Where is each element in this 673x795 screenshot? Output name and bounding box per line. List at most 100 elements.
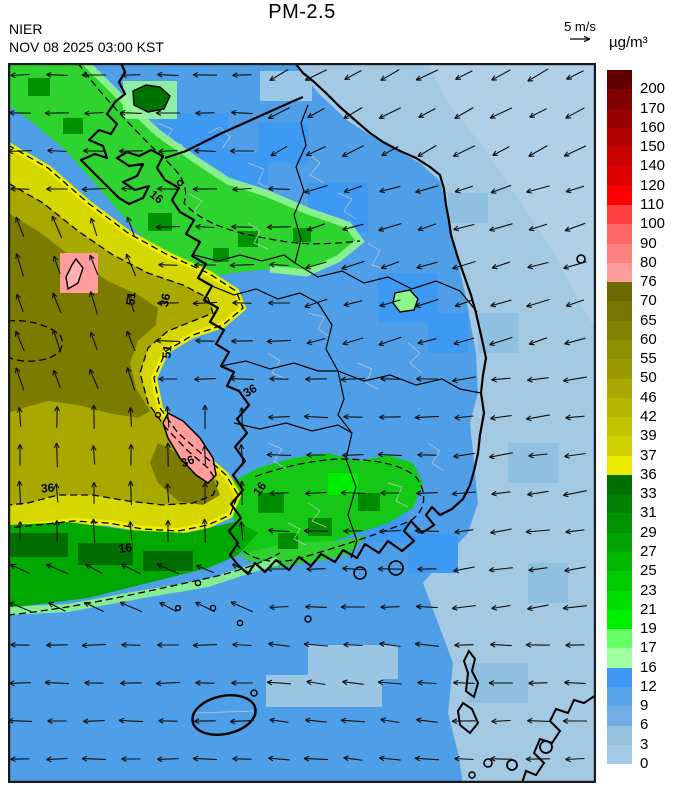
colorbar-tick-label: 55: [640, 350, 657, 368]
wind-arrows: [7, 68, 587, 763]
colorbar-segment: [607, 224, 632, 244]
colorbar-tick-label: 120: [640, 176, 666, 194]
colorbar-segment: [607, 552, 632, 572]
colorbar-tick-label: 9: [640, 697, 649, 715]
agency-label: NIER: [9, 21, 43, 37]
colorbar-segment: [607, 262, 632, 283]
colorbar-tick-label: 200: [640, 80, 666, 98]
colorbar-segment: [607, 282, 632, 302]
islands: [154, 179, 597, 784]
green-dark-patches-nw: [28, 78, 311, 262]
colorbar-segment: [607, 417, 632, 437]
colorbar-segment: [607, 320, 632, 340]
colorbar-tick-label: 0: [640, 755, 649, 772]
svg-text:36: 36: [179, 452, 197, 470]
colorbar-segment: [607, 397, 632, 418]
colorbar-tick-label: 65: [640, 311, 657, 329]
colorbar-tick-label: 160: [640, 118, 666, 136]
colorbar-segment: [607, 629, 632, 649]
colorbar-segment: [607, 571, 632, 591]
colorbar-segment: [607, 513, 632, 533]
colorbar-tick-label: 46: [640, 388, 657, 406]
colorbar-segment: [607, 474, 632, 495]
svg-text:36: 36: [157, 292, 174, 308]
colorbar-segment: [607, 108, 632, 128]
colorbar-segment: [607, 590, 632, 610]
forecast-datetime: NOV 08 2025 03:00 KST: [9, 39, 164, 55]
colorbar-tick-label: 50: [640, 369, 657, 387]
colorbar-segment: [607, 243, 632, 263]
svg-text:36: 36: [241, 381, 260, 400]
colorbar-tick-label: 42: [640, 408, 657, 425]
forecast-map: 16 16 16 36 36 36 36 51 51: [6, 60, 597, 784]
yellow-bright-fringe: [6, 142, 247, 535]
province-borders: [193, 104, 482, 559]
county-borders: [157, 122, 445, 714]
colorbar-segment: [607, 436, 632, 456]
colorbar-segment: [607, 667, 632, 687]
green-bright-patch: [328, 473, 358, 495]
svg-text:51: 51: [159, 344, 174, 359]
colorbar-segment: [607, 339, 632, 360]
colorbar-segment: [607, 378, 632, 398]
colorbar-segment: [607, 301, 632, 321]
colorbar-segment: [607, 687, 632, 707]
colorbar-tick-label: 25: [640, 562, 657, 580]
svg-text:51: 51: [123, 291, 138, 306]
colorbar-segment: [607, 494, 632, 514]
svg-text:16: 16: [118, 540, 133, 556]
colorbar-tick-label: 31: [640, 504, 657, 522]
offshore-lighter-sea: [428, 63, 596, 331]
colorbar-tick-label: 140: [640, 157, 666, 175]
colorbar-tick-label: 110: [640, 195, 664, 213]
colorbar: [607, 70, 632, 765]
colorbar-tick-label: 33: [640, 485, 657, 503]
colorbar-tick-label: 23: [640, 581, 657, 599]
pm-field-dark-olive: [8, 213, 158, 418]
svg-text:36: 36: [40, 480, 55, 495]
island-jeju: [191, 694, 257, 736]
colorbar-segment: [607, 185, 632, 205]
colorbar-segment: [607, 744, 632, 765]
colorbar-segment: [607, 609, 632, 630]
coastline-japan: [521, 694, 597, 784]
colorbar-segment: [607, 455, 632, 475]
colorbar-tick-label: 27: [640, 542, 657, 560]
colorbar-segment: [607, 648, 632, 668]
colorbar-tick-label: 70: [640, 292, 657, 310]
colorbar-tick-label: 39: [640, 427, 657, 445]
colorbar-segment: [607, 532, 632, 553]
colorbar-tick-label: 60: [640, 330, 657, 348]
colorbar-segment: [607, 204, 632, 225]
colorbar-segment: [607, 359, 632, 379]
unit-label: µg/m³: [609, 34, 648, 51]
colorbar-segment: [607, 725, 632, 745]
colorbar-segment: [607, 147, 632, 167]
small-green-blob: [392, 289, 419, 313]
dark-band-under-plume: [8, 533, 193, 571]
colorbar-segment: [607, 166, 632, 186]
colorbar-tick-label: 100: [640, 215, 666, 233]
pm-high-pink-blob-1: [60, 253, 98, 293]
colorbar-tick-label: 17: [640, 639, 657, 657]
colorbar-segment: [607, 706, 632, 726]
wind-scale-arrow-icon: [570, 35, 591, 43]
colorbar-tick-label: 37: [640, 446, 657, 464]
colorbar-tick-label: 150: [640, 138, 666, 156]
page-title: PM-2.5: [268, 1, 336, 23]
east-sea: [295, 63, 596, 783]
colorbar-tick-label: 36: [640, 465, 657, 483]
colorbar-tick-label: 3: [640, 735, 649, 753]
colorbar-tick-label: 12: [640, 677, 657, 695]
colorbar-tick-label: 16: [640, 658, 657, 676]
pm-field-green-northwest: [8, 63, 360, 278]
dmz-line: [164, 95, 304, 160]
colorbar-tick-label: 29: [640, 523, 657, 541]
coastline-korea: [79, 62, 488, 576]
wind-scale-label: 5 m/s: [564, 19, 596, 34]
green-fringe-northwest: [83, 60, 365, 277]
contour-lines: [7, 62, 425, 616]
